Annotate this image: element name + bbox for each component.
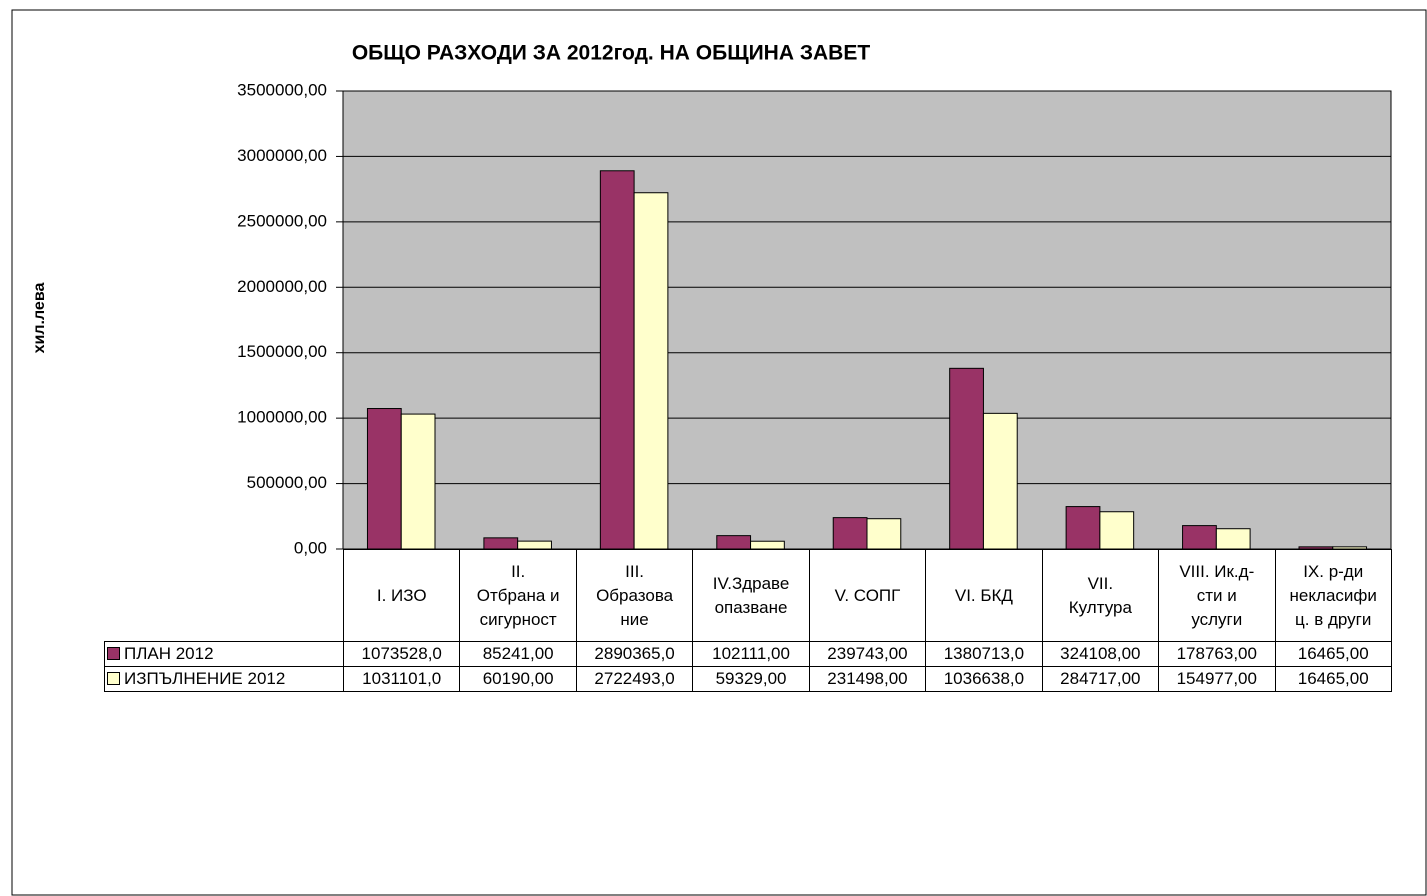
header-row: I. ИЗО II. Отбрана и сигурност III. Образо… bbox=[105, 549, 1392, 642]
series-row: ПЛАН 2012 1073528,0 85241,00 2890365,0 10211… bbox=[104, 641, 1392, 667]
category-label: VII. Култура bbox=[1041, 549, 1160, 642]
y-tick-label: 0,00 bbox=[294, 538, 327, 557]
category-label: I. ИЗО bbox=[342, 549, 461, 642]
bar bbox=[400, 413, 436, 550]
bar bbox=[832, 517, 868, 550]
data-label: 284717,00 bbox=[1041, 666, 1160, 692]
legend-label: ПЛАН 2012 bbox=[124, 644, 214, 663]
y-tick-label: 500000,00 bbox=[247, 473, 327, 492]
y-tick-label: 1000000,00 bbox=[237, 408, 327, 427]
y-tick-label: 2000000,00 bbox=[237, 277, 327, 296]
bar bbox=[599, 170, 635, 550]
y-tick-label: 3000000,00 bbox=[237, 146, 327, 165]
data-table: I. ИЗО II. Отбрана и сигурност III. Образо… bbox=[104, 549, 1392, 692]
bar bbox=[366, 408, 402, 550]
chart-title: ОБЩО РАЗХОДИ ЗА 2012год. НА ОБЩИНА ЗАВЕТ bbox=[352, 42, 871, 65]
bar bbox=[1215, 528, 1251, 550]
category-label: III. Образова ние bbox=[575, 549, 694, 642]
y-tick-label: 3500000,00 bbox=[237, 80, 327, 99]
bar bbox=[949, 367, 984, 550]
data-label: 1073528,0 bbox=[342, 641, 461, 667]
bar bbox=[716, 535, 752, 550]
y-tick-label: 2500000,00 bbox=[237, 211, 327, 230]
data-label: 178763,00 bbox=[1158, 641, 1276, 667]
data-label: 239743,00 bbox=[808, 641, 927, 667]
category-label: VI. БКД bbox=[925, 549, 1043, 642]
data-label: 1031101,0 bbox=[342, 666, 461, 692]
data-label: 16465,00 bbox=[1274, 641, 1392, 667]
bar bbox=[982, 412, 1018, 550]
legend-entry: ИЗПЪЛНЕНИЕ 2012 bbox=[104, 666, 344, 692]
bar bbox=[1065, 506, 1101, 550]
category-label: V. СОПГ bbox=[808, 549, 927, 642]
bar bbox=[1099, 511, 1135, 550]
legend-label: ИЗПЪЛНЕНИЕ 2012 bbox=[124, 669, 286, 688]
data-label: 1036638,0 bbox=[925, 666, 1043, 692]
legend-entry: ПЛАН 2012 bbox=[104, 641, 344, 667]
data-label: 324108,00 bbox=[1041, 641, 1160, 667]
bar bbox=[750, 540, 785, 550]
data-label: 59329,00 bbox=[692, 666, 810, 692]
data-label: 102111,00 bbox=[692, 641, 810, 667]
bar bbox=[517, 540, 552, 550]
data-label: 60190,00 bbox=[459, 666, 577, 692]
bar bbox=[483, 537, 519, 550]
data-label: 85241,00 bbox=[459, 641, 577, 667]
bar bbox=[866, 518, 902, 550]
data-label: 2722493,0 bbox=[575, 666, 694, 692]
category-label: IV.Здраве опазване bbox=[692, 549, 810, 642]
y-tick-label: 1500000,00 bbox=[237, 342, 327, 361]
legend-key bbox=[107, 672, 120, 685]
table-corner bbox=[105, 550, 344, 642]
bar bbox=[633, 192, 669, 550]
y-axis-label: хил.лева bbox=[31, 283, 48, 354]
data-label: 231498,00 bbox=[808, 666, 927, 692]
legend-key bbox=[107, 647, 120, 660]
data-label: 16465,00 bbox=[1274, 666, 1392, 692]
data-label: 2890365,0 bbox=[575, 641, 694, 667]
plot-area bbox=[342, 90, 1392, 550]
bar bbox=[1182, 525, 1217, 550]
data-label: 1380713,0 bbox=[925, 641, 1043, 667]
category-label: IX. р-ди некласифи ц. в други bbox=[1274, 549, 1392, 642]
series-row: ИЗПЪЛНЕНИЕ 2012 1031101,0 60190,00 2722493,… bbox=[104, 666, 1392, 692]
chart-border bbox=[11, 9, 1427, 896]
category-label: VIII. Ик.д- сти и услуги bbox=[1158, 549, 1276, 642]
category-label: II. Отбрана и сигурност bbox=[459, 549, 577, 642]
data-label: 154977,00 bbox=[1158, 666, 1276, 692]
